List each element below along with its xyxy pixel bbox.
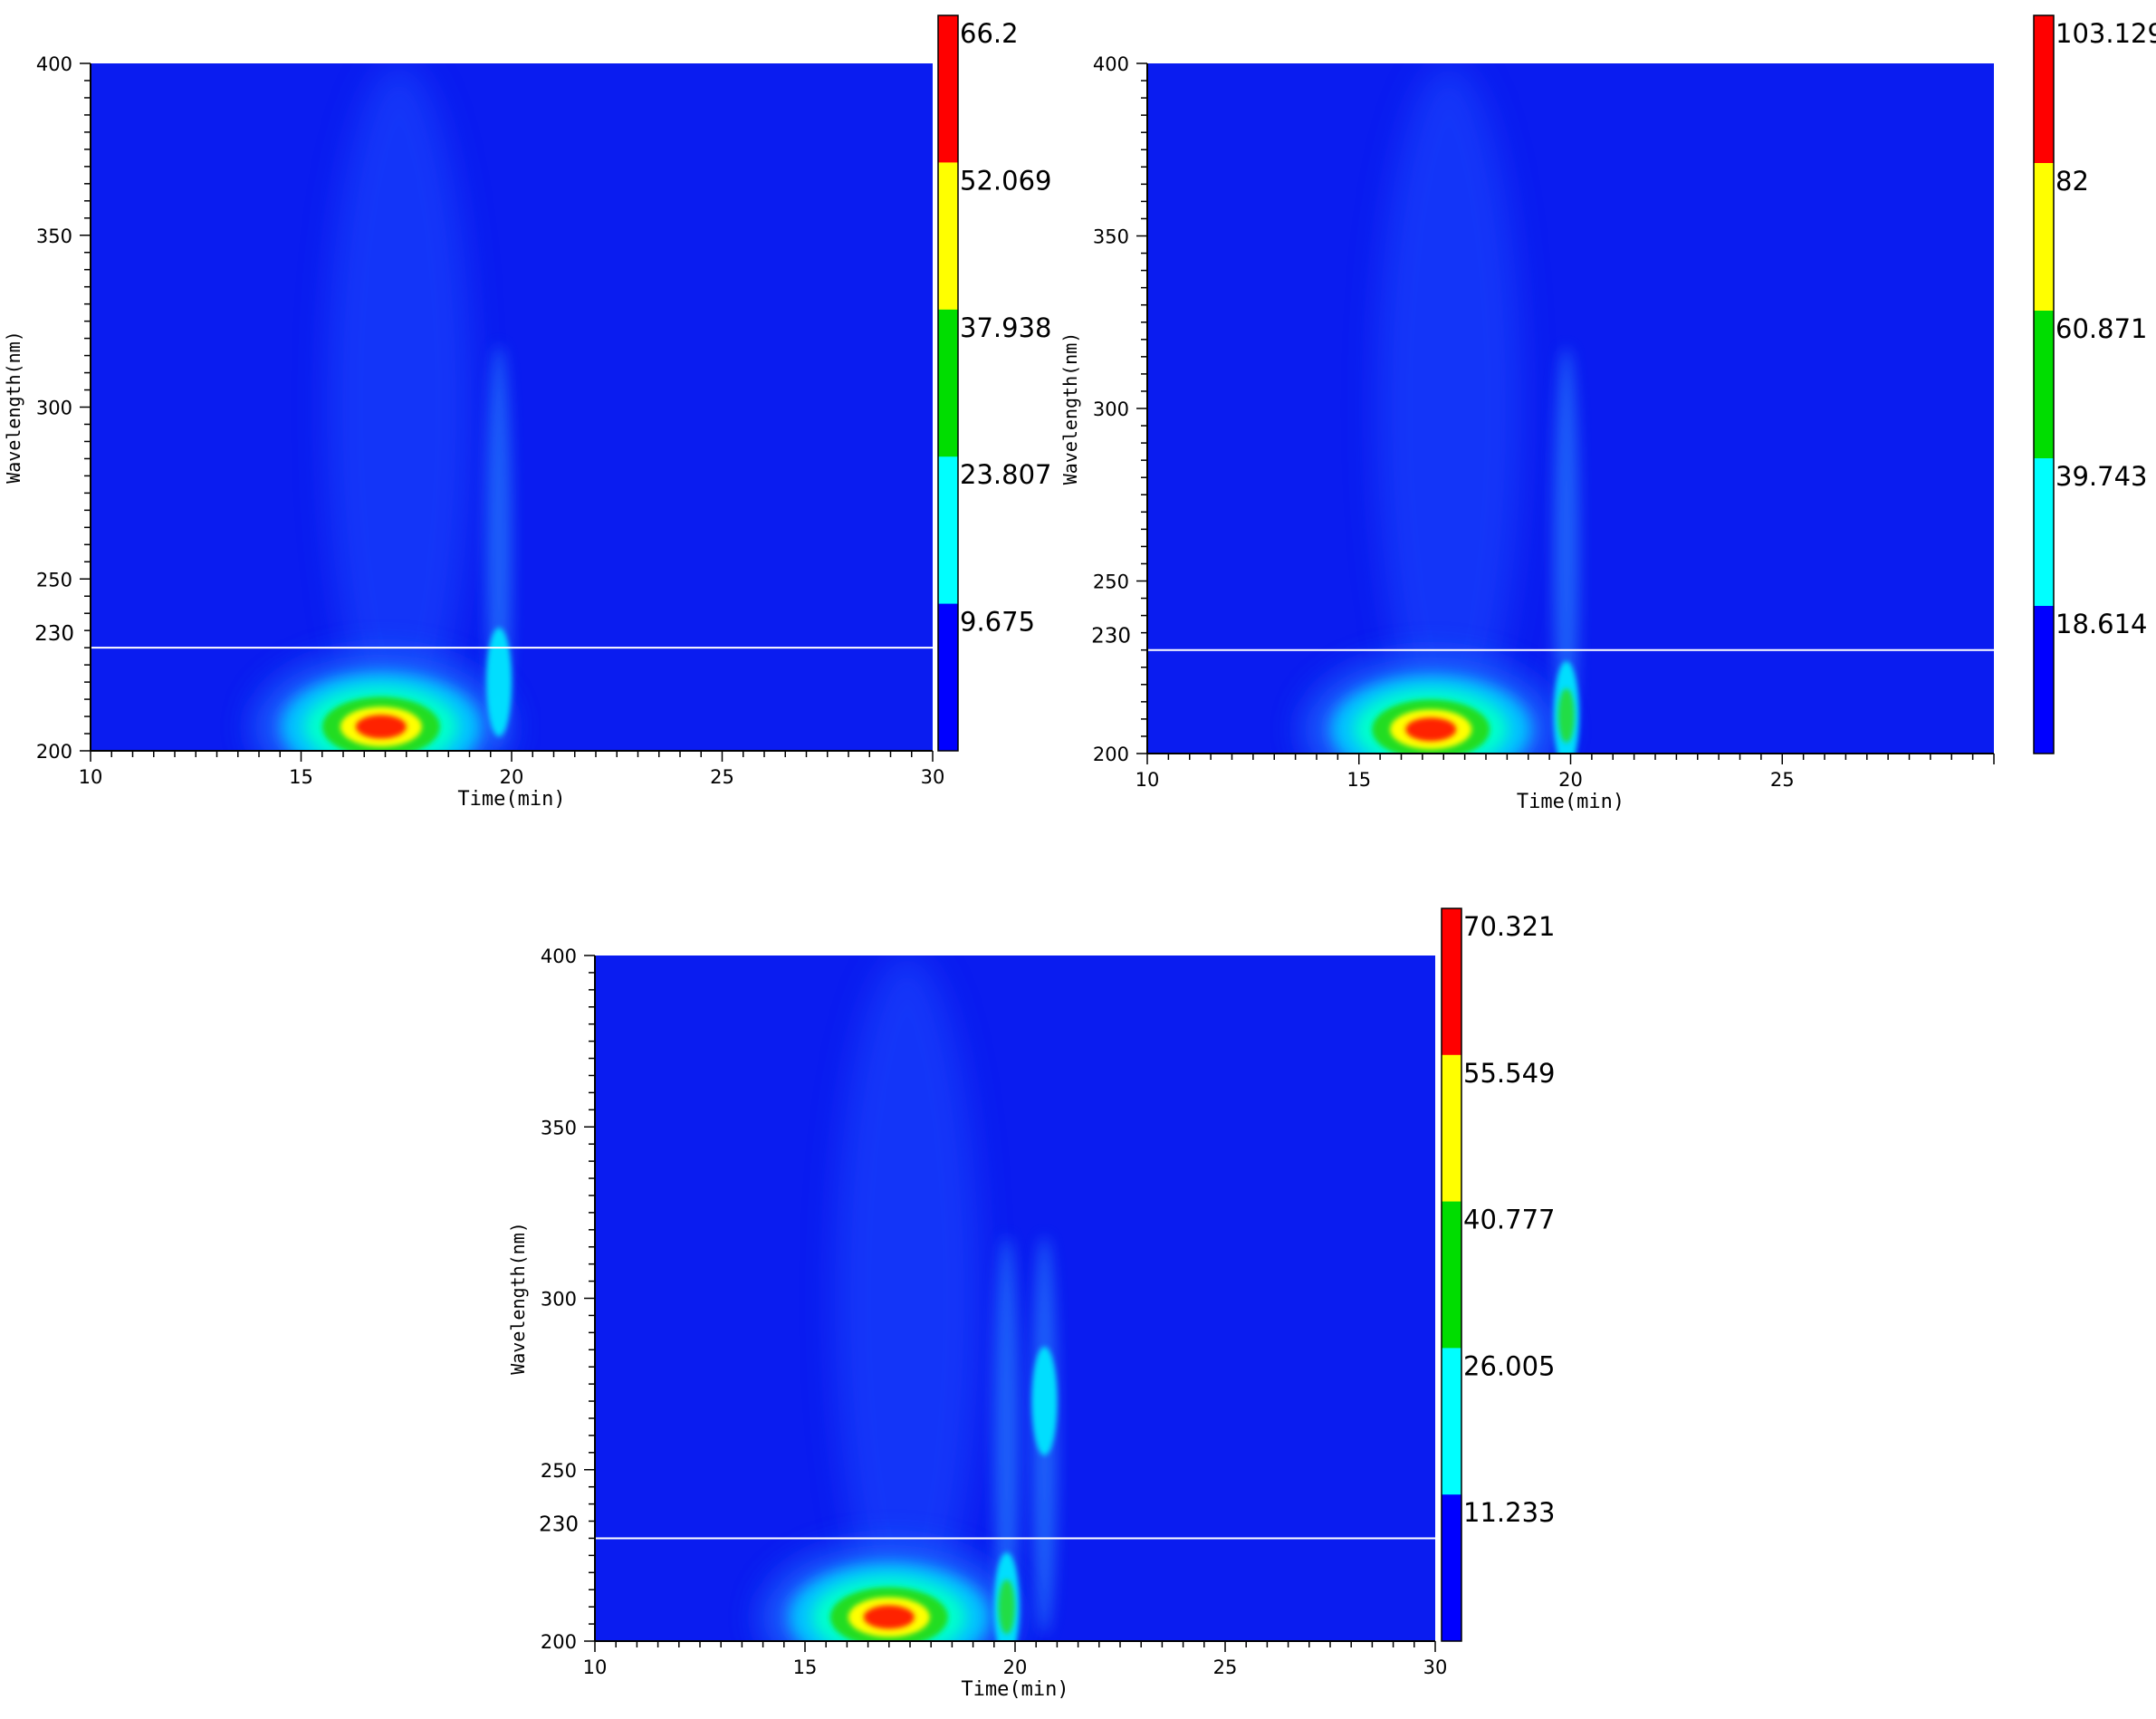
colorbar-band bbox=[938, 603, 958, 752]
heatmap-peak bbox=[998, 1580, 1015, 1635]
y-tick-label: 300 bbox=[1093, 399, 1129, 420]
colorbar-label: 70.321 bbox=[1463, 911, 1555, 942]
x-axis-title: Time(min) bbox=[457, 788, 565, 811]
y-axis-title: Wavelength(nm) bbox=[507, 1222, 529, 1375]
x-tick-label: 30 bbox=[1423, 1657, 1448, 1678]
reference-line-label: 230 bbox=[1091, 625, 1131, 648]
colorbar-label: 55.549 bbox=[1463, 1058, 1555, 1089]
colorbar-label: 52.069 bbox=[960, 165, 1051, 196]
x-tick-label: 20 bbox=[500, 766, 524, 788]
heatmap-peak bbox=[1405, 717, 1457, 742]
colorbar-band bbox=[1442, 1054, 1461, 1203]
heatmap-field bbox=[762, 956, 1058, 1641]
colorbar-band bbox=[2034, 606, 2054, 754]
chart-panel-1: 230 10 15 20 25 30 200 250 300 350 400 Time(min) Wav… bbox=[3, 14, 1051, 811]
colorbar-band bbox=[1442, 908, 1461, 1056]
reference-line-label: 230 bbox=[34, 622, 74, 646]
colorbar-label: 103.129 bbox=[2055, 18, 2156, 49]
colorbar-band bbox=[938, 162, 958, 311]
x-tick-label: 25 bbox=[1213, 1657, 1238, 1678]
y-tick-label: 250 bbox=[541, 1460, 577, 1482]
colorbar: 70.321 55.549 40.777 26.005 11.233 bbox=[1441, 908, 1555, 1642]
colorbar-frame bbox=[1441, 908, 1462, 1642]
colorbar-band bbox=[2034, 311, 2054, 459]
y-tick-label: 200 bbox=[36, 741, 72, 763]
heatmap-peak bbox=[1553, 347, 1579, 746]
x-tick-label: 20 bbox=[1558, 769, 1583, 791]
x-tick-label: 10 bbox=[583, 1657, 608, 1678]
x-tick-label: 30 bbox=[921, 766, 945, 788]
y-tick-label: 400 bbox=[36, 53, 72, 75]
heatmap-peak bbox=[486, 628, 513, 737]
colorbar-label: 37.938 bbox=[960, 312, 1051, 343]
heatmap-glow bbox=[326, 63, 472, 751]
colorbar-label: 23.807 bbox=[960, 459, 1051, 490]
y-tick-label: 400 bbox=[1093, 53, 1129, 75]
colorbar-band bbox=[1442, 1494, 1461, 1642]
heatmap-background bbox=[91, 63, 933, 751]
y-tick-label: 350 bbox=[1093, 226, 1129, 248]
colorbar-label: 82 bbox=[2055, 166, 2089, 197]
colorbar-band bbox=[1442, 1348, 1461, 1495]
chart-panel-3: 230 10 15 20 25 30 200 250 300 350 400 Time(min) Wav… bbox=[507, 908, 1555, 1701]
heatmap-field bbox=[1304, 64, 1579, 754]
heatmap-peak bbox=[355, 715, 407, 739]
colorbar-band bbox=[2034, 163, 2054, 312]
x-axis-title: Time(min) bbox=[1517, 791, 1624, 813]
x-axis-title: Time(min) bbox=[961, 1678, 1068, 1701]
heatmap-field bbox=[254, 63, 513, 751]
x-tick-label: 15 bbox=[1346, 769, 1371, 791]
colorbar-frame bbox=[2033, 14, 2055, 754]
y-tick-label: 200 bbox=[1093, 744, 1129, 765]
y-tick-label: 250 bbox=[1093, 571, 1129, 593]
y-tick-label: 400 bbox=[541, 946, 577, 967]
chart-panel-2: 230 10 15 20 25 200 250 300 350 400 Time(min) Wavel… bbox=[1059, 14, 2156, 813]
x-tick-label: 25 bbox=[1770, 769, 1795, 791]
x-tick-label: 15 bbox=[793, 1657, 818, 1678]
colorbar-band bbox=[938, 309, 958, 457]
colorbar-band bbox=[938, 15, 958, 163]
heatmap-glow bbox=[1376, 64, 1522, 753]
colorbar-band bbox=[2034, 458, 2054, 607]
colorbar-band bbox=[938, 456, 958, 605]
colorbar-label: 40.777 bbox=[1463, 1205, 1555, 1235]
y-axis-title: Wavelength(nm) bbox=[3, 331, 24, 484]
heatmap-peak bbox=[1557, 688, 1575, 744]
heatmap-glow bbox=[834, 956, 980, 1641]
colorbar-label: 18.614 bbox=[2055, 609, 2147, 639]
reference-line-label: 230 bbox=[539, 1513, 579, 1536]
y-tick-label: 350 bbox=[36, 226, 72, 247]
heatmap-peak bbox=[993, 1235, 1020, 1635]
colorbar-label: 66.2 bbox=[960, 18, 1019, 49]
y-tick-label: 350 bbox=[541, 1117, 577, 1138]
colorbar-label: 39.743 bbox=[2055, 461, 2147, 492]
colorbar: 66.2 52.069 37.938 23.807 9.675 bbox=[937, 14, 1051, 752]
x-tick-label: 10 bbox=[1135, 769, 1160, 791]
y-axis-title: Wavelength(nm) bbox=[1059, 332, 1081, 485]
y-tick-label: 300 bbox=[541, 1289, 577, 1311]
colorbar-band bbox=[1442, 1201, 1461, 1349]
colorbar-label: 9.675 bbox=[960, 607, 1035, 638]
y-tick-label: 250 bbox=[36, 569, 72, 591]
colorbar-label: 26.005 bbox=[1463, 1350, 1555, 1381]
heatmap-peak bbox=[863, 1605, 915, 1629]
x-tick-label: 10 bbox=[79, 766, 103, 788]
x-tick-label: 25 bbox=[710, 766, 734, 788]
colorbar-label: 60.871 bbox=[2055, 313, 2147, 344]
colorbar-label: 11.233 bbox=[1463, 1497, 1555, 1528]
colorbar-band bbox=[2034, 15, 2054, 164]
x-tick-label: 20 bbox=[1003, 1657, 1028, 1678]
colorbar-frame bbox=[937, 14, 959, 752]
colorbar: 103.129 82 60.871 39.743 18.614 bbox=[2033, 14, 2156, 754]
y-tick-label: 300 bbox=[36, 398, 72, 419]
heatmap-peak bbox=[1031, 1347, 1058, 1456]
y-tick-label: 200 bbox=[541, 1631, 577, 1653]
x-tick-label: 15 bbox=[289, 766, 313, 788]
